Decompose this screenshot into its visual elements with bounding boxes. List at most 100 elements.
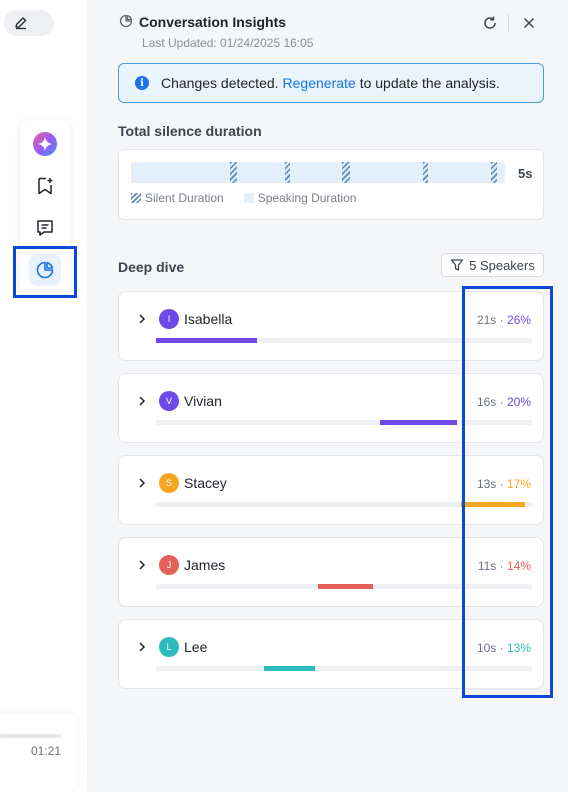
filter-icon [450,259,464,271]
speaker-duration: 11s [477,559,497,573]
silent-swatch [131,193,141,203]
panel-title: Conversation Insights [139,14,287,30]
avatar: J [159,555,179,575]
refresh-button[interactable] [480,13,500,33]
speaker-timeline [156,584,532,589]
changes-notice: i Changes detected. Regenerate to update… [118,63,544,103]
avatar: S [159,473,179,493]
speaker-name: Lee [184,639,208,655]
sparkle-icon [33,132,57,156]
close-icon [523,17,535,29]
avatar: I [159,309,179,329]
stats-separator: · [496,641,507,655]
silence-timeline [131,162,505,183]
ai-assistant-button[interactable] [29,128,61,160]
speaker-duration: 13s [476,477,497,491]
speaking-segment [318,584,373,589]
silence-legend: Silent Duration Speaking Duration [131,191,356,205]
stats-separator: · [496,313,507,327]
speakers-filter-button[interactable]: 5 Speakers [441,253,544,277]
speaking-segment [380,420,457,425]
speaker-card[interactable]: V Vivian 16s · 20% [118,373,544,443]
chevron-right-icon[interactable] [136,640,148,654]
notice-text: Changes detected. [161,75,279,91]
info-icon: i [135,76,149,90]
chevron-right-icon[interactable] [136,394,148,408]
avatar: V [159,391,179,411]
left-strip: 01:21 [0,0,87,792]
speaker-duration: 10s [476,641,497,655]
bookmark-add-button[interactable] [29,170,61,202]
close-button[interactable] [519,13,539,33]
speaker-percent: 17% [506,477,531,491]
speaker-duration: 21s [476,313,497,327]
speaking-segment [264,666,315,671]
avatar: L [159,637,179,657]
bookmark-plus-icon [38,177,53,195]
speaker-stats: 11s · 14% [478,559,531,573]
speaker-timeline [156,338,532,343]
insights-button[interactable] [29,254,61,286]
speaker-percent: 20% [506,395,531,409]
speaker-timeline [156,502,532,507]
regenerate-link[interactable]: Regenerate [282,75,356,91]
pie-chart-icon [36,261,54,279]
pie-chart-icon [119,14,133,28]
speaker-stats: 10s · 13% [477,641,531,655]
highlight-box-insights [13,246,77,298]
speaker-timeline [156,666,532,671]
speakers-filter-label: 5 Speakers [469,257,535,273]
chevron-right-icon[interactable] [136,558,148,572]
legend-speaking-label: Speaking Duration [257,191,357,205]
speaker-card[interactable]: S Stacey 13s · 17% [118,455,544,525]
notice-text-after: to update the analysis. [359,75,500,91]
speaker-stats: 16s · 20% [477,395,531,409]
speaker-stats: 21s · 26% [477,313,531,327]
silent-segment [342,162,350,183]
speaker-percent: 26% [506,313,531,327]
silence-section-title: Total silence duration [118,123,262,139]
speaker-duration: 16s [476,395,497,409]
speaking-segment [461,502,525,507]
speaker-card[interactable]: I Isabella 21s · 26% [118,291,544,361]
speaker-name: Stacey [184,475,227,491]
speaker-name: James [184,557,226,573]
speaker-card[interactable]: L Lee 10s · 13% [118,619,544,689]
speaking-swatch [243,193,254,203]
edit-button[interactable] [4,10,54,36]
deep-dive-title: Deep dive [118,259,185,275]
speaker-stats: 13s · 17% [477,477,531,491]
refresh-icon [484,16,496,29]
speaker-name: Isabella [184,311,233,327]
header-divider [508,14,509,32]
highlight-box-stats [462,286,553,698]
player-time: 01:21 [30,744,61,758]
pencil-icon [15,17,27,30]
player-progress[interactable] [0,734,61,738]
stats-separator: · [496,477,507,491]
insights-panel: Conversation Insights Last Updated: 01/2… [87,0,568,792]
chevron-right-icon[interactable] [136,312,148,326]
speaker-timeline [156,420,532,425]
stats-separator: · [496,395,507,409]
speaker-percent: 14% [506,559,531,573]
speaker-card[interactable]: J James 11s · 14% [118,537,544,607]
silent-segment [230,162,237,183]
stats-separator: · [496,559,507,573]
legend-silent-label: Silent Duration [145,191,224,205]
silent-segment [423,162,428,183]
player-card: 01:21 [0,714,77,792]
speaker-name: Vivian [184,393,222,409]
silence-total: 5s [518,166,533,181]
message-icon [37,220,53,236]
speaker-percent: 13% [506,641,531,655]
speaking-segment [156,338,257,343]
comments-button[interactable] [29,212,61,244]
silent-segment [491,162,497,183]
side-rail [20,120,70,296]
last-updated: Last Updated: 01/24/2025 16:05 [142,36,314,50]
chevron-right-icon[interactable] [136,476,148,490]
silent-segment [285,162,290,183]
silence-card: 5s Silent Duration Speaking Duration [118,149,544,220]
